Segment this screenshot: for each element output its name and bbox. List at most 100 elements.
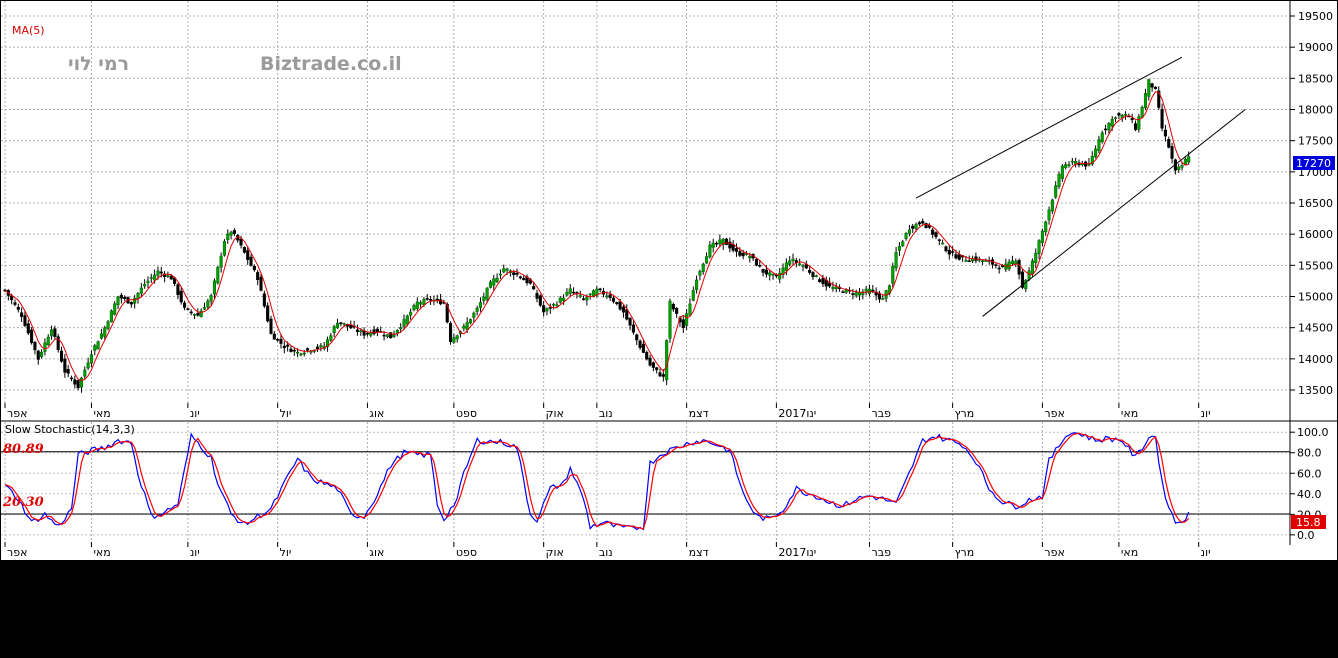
candle-body	[468, 319, 473, 324]
candle-body	[262, 293, 266, 307]
candle-body	[685, 313, 689, 326]
candle-body	[16, 306, 20, 310]
candle-body	[721, 238, 725, 245]
stoch-y-tick-label: 80.0	[1297, 447, 1322, 460]
stoch-month-labels: אפר מאי יונ יול אוג ספט אוק נוב דצמ 2017ינו פבר מרץ…	[4, 542, 1211, 559]
candle-body	[1094, 148, 1098, 158]
candle-body	[246, 250, 250, 260]
candle-body	[1050, 199, 1054, 212]
candle-body	[588, 293, 592, 296]
candle-body	[1037, 240, 1041, 254]
candle-body	[818, 279, 822, 283]
stoch-panel-background	[1, 421, 1290, 545]
stoch-title: Slow Stochastic(14,3,3)	[5, 423, 135, 436]
x-month-label: יונ	[1201, 546, 1211, 559]
candle-body	[538, 295, 542, 306]
candle-body	[768, 272, 772, 276]
candle-body	[675, 308, 679, 314]
candle-body	[13, 302, 17, 305]
main-y-tick-label: 16500	[1298, 197, 1333, 210]
x-month-label: אוג	[369, 546, 384, 559]
candle-body	[206, 300, 210, 308]
candle-body	[1160, 108, 1164, 129]
candle-body	[389, 332, 393, 339]
candle-body	[798, 263, 802, 266]
candle-body	[375, 328, 379, 333]
candle-body	[681, 319, 685, 329]
candle-body	[409, 311, 413, 316]
candle-body	[212, 280, 217, 295]
candle-body	[1040, 230, 1044, 243]
candle-body	[1060, 165, 1064, 179]
candle-body	[831, 287, 835, 289]
candle-body	[1187, 156, 1191, 163]
candle-body	[189, 311, 193, 314]
candle-body	[917, 222, 921, 225]
candle-body	[1054, 185, 1058, 198]
candle-body	[382, 334, 386, 337]
candle-body	[904, 233, 908, 239]
candle-body	[299, 353, 303, 356]
main-y-tick-label: 17500	[1298, 135, 1333, 148]
x-month-label: דצמ	[689, 546, 709, 559]
candle-body	[1070, 160, 1074, 163]
candle-body	[934, 232, 938, 238]
candle-body	[43, 342, 47, 352]
last-price-badge	[1293, 156, 1335, 170]
candle-body	[1044, 221, 1048, 233]
candle-body	[954, 254, 958, 259]
candle-body	[192, 314, 197, 316]
candle-body	[1107, 123, 1111, 131]
x-month-label: אפר	[1044, 407, 1064, 420]
candle-body	[778, 272, 782, 280]
candle-body	[1080, 163, 1084, 166]
candle-body	[369, 332, 373, 336]
x-month-label: אפר	[7, 407, 27, 420]
x-month-label: מרץ	[955, 546, 975, 559]
stoch-upper-level-label: 80.89	[3, 442, 44, 457]
candle-body	[462, 325, 466, 329]
candle-body	[994, 264, 998, 266]
candle-body	[99, 333, 103, 339]
candle-body	[1067, 164, 1071, 166]
candle-body	[359, 330, 363, 332]
candle-body	[754, 259, 759, 266]
candle-body	[495, 277, 499, 283]
candle-body	[784, 262, 788, 271]
candle-body	[332, 326, 336, 334]
candle-body	[515, 272, 519, 275]
candle-body	[967, 260, 971, 262]
candle-body	[196, 313, 200, 316]
x-month-label: אוג	[369, 407, 384, 420]
x-month-label: דצמ	[689, 407, 709, 420]
x-month-label: נוב	[599, 546, 613, 559]
candle-body	[1123, 113, 1128, 116]
candle-body	[558, 297, 562, 303]
candle-body	[552, 304, 556, 306]
candle-body	[83, 369, 87, 377]
x-month-label: פבר	[872, 407, 892, 420]
candle-body	[691, 290, 695, 301]
x-month-label: מאי	[93, 546, 110, 559]
candle-body	[1097, 139, 1101, 152]
candle-body	[445, 303, 449, 323]
candle-body	[222, 241, 226, 256]
candle-body	[76, 380, 80, 389]
candle-body	[598, 288, 602, 291]
candle-body	[1130, 118, 1134, 121]
candle-body	[771, 273, 775, 276]
candle-body	[635, 334, 639, 341]
candle-body	[146, 280, 150, 284]
x-month-label: מאי	[1121, 407, 1138, 420]
candle-body	[1104, 128, 1108, 131]
candle-body	[156, 270, 160, 276]
candle-body	[256, 272, 260, 281]
candle-body	[997, 267, 1001, 270]
candle-body	[1110, 119, 1114, 127]
candle-body	[1180, 165, 1184, 168]
candle-body	[578, 295, 582, 297]
candle-body	[239, 238, 243, 246]
stoch-y-tick-label: 60.0	[1297, 467, 1322, 480]
candle-body	[399, 327, 403, 330]
